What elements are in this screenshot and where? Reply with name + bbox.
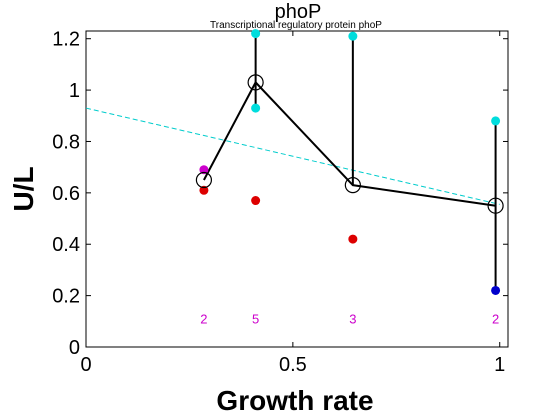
y-tick-label: 0.6	[52, 183, 80, 205]
sample-point	[199, 185, 209, 195]
plot-area	[85, 30, 509, 348]
mean-line	[203, 80, 496, 207]
x-tick-label: 1	[494, 354, 505, 376]
sample-count-label: 2	[492, 312, 499, 327]
sample-count-label: 5	[252, 312, 259, 327]
chart-title: phoP	[275, 1, 322, 23]
y-tick-label: 0.8	[52, 131, 80, 153]
chart-subtitle: Transcriptional regulatory protein phoP	[210, 20, 382, 31]
y-tick-label: 0.2	[52, 286, 80, 308]
y-tick-label: 1.2	[52, 29, 80, 51]
x-tick-label: 0	[80, 354, 91, 376]
mean-point	[487, 197, 504, 214]
sample-point	[251, 103, 261, 113]
sample-point	[491, 116, 501, 126]
y-tick-label: 0.4	[52, 234, 80, 256]
x-tick-label: 0.5	[279, 354, 307, 376]
x-axis-label: Growth rate	[216, 385, 373, 416]
sample-count-label: 3	[349, 312, 356, 327]
mean-point	[195, 171, 213, 189]
sample-count-label: 2	[200, 312, 207, 327]
sample-point	[348, 31, 358, 41]
y-tick-label: 0	[69, 337, 80, 359]
trend-line	[85, 107, 500, 205]
mean-point	[344, 177, 361, 194]
y-axis-label: U/L	[8, 166, 39, 211]
sample-point	[199, 165, 209, 175]
sample-point	[491, 285, 501, 295]
y-tick-label: 1	[69, 80, 80, 102]
mean-point	[247, 74, 264, 91]
sample-point	[251, 29, 261, 39]
plot-layer: 0 0.5 1 0 0.2 0.4 0.6 0.8 1 1.2 2 5 3 2	[52, 29, 508, 376]
sample-point	[251, 196, 261, 206]
sample-point	[348, 234, 358, 244]
